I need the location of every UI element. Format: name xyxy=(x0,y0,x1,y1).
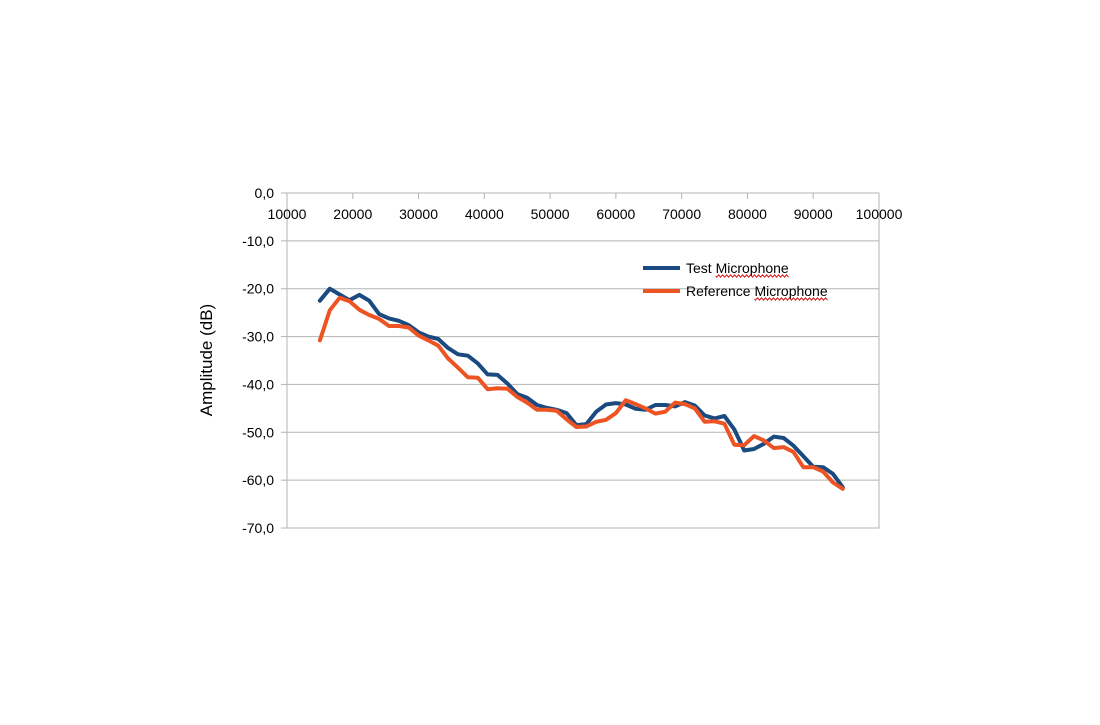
x-tick-label: 70000 xyxy=(662,206,701,222)
y-tick-label: 0,0 xyxy=(255,185,275,201)
gridlines xyxy=(287,192,879,529)
x-tick-label: 80000 xyxy=(728,206,767,222)
y-tick-label: -10,0 xyxy=(242,233,274,249)
series-lines xyxy=(317,286,845,491)
series-line-1 xyxy=(317,286,845,490)
x-tick-label: 20000 xyxy=(333,206,372,222)
y-tick-label: -20,0 xyxy=(242,281,274,297)
y-tick-label: -40,0 xyxy=(242,376,274,392)
x-tick-label: 40000 xyxy=(465,206,504,222)
x-axis-ticks: 10000 20000 30000 40000 50000 60000 70000 80000… xyxy=(268,193,903,222)
spellcheck-underline xyxy=(715,274,789,278)
x-tick-label: 50000 xyxy=(531,206,570,222)
x-tick-label: 30000 xyxy=(399,206,438,222)
series-line-2 xyxy=(317,295,845,491)
plot-area-border xyxy=(286,192,880,529)
spellcheck-underline xyxy=(754,297,828,301)
legend-label-2: Reference Microphone xyxy=(686,283,828,299)
y-tick-label: -30,0 xyxy=(242,329,274,345)
x-tick-label: 100000 xyxy=(856,206,903,222)
y-axis-title: Amplitude (dB) xyxy=(197,304,216,416)
y-tick-label: -50,0 xyxy=(242,424,274,440)
legend-label-1: Test Microphone xyxy=(686,260,789,276)
x-tick-label: 60000 xyxy=(596,206,635,222)
x-tick-label: 10000 xyxy=(268,206,307,222)
x-tick-label: 90000 xyxy=(794,206,833,222)
legend: Test Microphone Reference Microphone xyxy=(643,260,828,301)
y-tick-label: -70,0 xyxy=(242,520,274,536)
y-axis-ticks: 0,0 -10,0 -20,0 -30,0 -40,0 -50,0 -60,0 -70,0 xyxy=(242,185,287,536)
y-tick-label: -60,0 xyxy=(242,472,274,488)
